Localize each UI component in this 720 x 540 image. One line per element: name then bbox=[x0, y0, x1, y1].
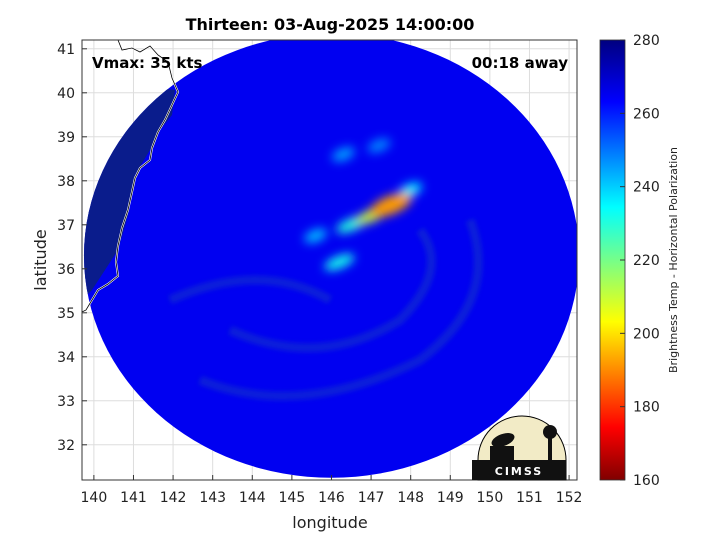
colorbar-label: Brightness Temp - Horizontal Polarizatio… bbox=[667, 147, 680, 373]
y-axis-ticks: 32 33 34 35 36 37 38 39 40 41 bbox=[57, 42, 87, 454]
logo-text: CIMSS bbox=[495, 465, 543, 478]
chart-title: Thirteen: 03-Aug-2025 14:00:00 bbox=[186, 15, 475, 34]
rainband-spiral bbox=[168, 218, 483, 401]
cold-cloud-features bbox=[304, 138, 423, 271]
x-tick-label: 140 bbox=[81, 490, 108, 506]
colorbar-tick-label: 200 bbox=[633, 326, 660, 342]
logo-satellite-dish bbox=[491, 433, 515, 447]
y-tick-label: 36 bbox=[57, 262, 75, 278]
x-tick-label: 146 bbox=[318, 490, 345, 506]
colorbar: 160 180 200 220 240 260 280 Brightness Temp - … bbox=[599, 33, 680, 489]
y-tick-label: 34 bbox=[57, 350, 75, 366]
y-tick-label: 33 bbox=[57, 394, 75, 410]
logo-water-tower bbox=[543, 425, 557, 439]
y-tick-label: 37 bbox=[57, 218, 75, 234]
coastline-outline bbox=[81, 39, 179, 313]
x-axis-ticks: 140 141 142 143 144 145 146 147 148 149 150 151 152 bbox=[81, 475, 583, 506]
cimss-logo: CIMSS bbox=[472, 415, 567, 481]
cloud-feature bbox=[399, 182, 423, 197]
colorbar-tick-label: 180 bbox=[633, 400, 660, 416]
colorbar-tick-label: 160 bbox=[633, 473, 660, 489]
swath-layer bbox=[83, 40, 577, 478]
colorbar-ticks: 160 180 200 220 240 260 280 bbox=[620, 33, 660, 489]
x-tick-label: 144 bbox=[239, 490, 266, 506]
y-tick-label: 40 bbox=[57, 86, 75, 102]
x-tick-label: 147 bbox=[358, 490, 385, 506]
logo-building bbox=[490, 446, 514, 460]
logo-tower-stem bbox=[548, 438, 552, 460]
x-axis-label: longitude bbox=[292, 513, 367, 532]
plot-frame bbox=[81, 39, 578, 481]
x-tick-label: 142 bbox=[160, 490, 187, 506]
colorbar-tick-label: 260 bbox=[633, 106, 660, 122]
x-tick-label: 141 bbox=[120, 490, 147, 506]
cloud-feature bbox=[304, 228, 327, 243]
y-tick-label: 39 bbox=[57, 130, 75, 146]
cloud-feature bbox=[367, 138, 391, 153]
x-tick-label: 151 bbox=[516, 490, 543, 506]
x-tick-label: 143 bbox=[199, 490, 226, 506]
plot-area: 140 141 142 143 144 145 146 147 148 149 150 151 152 … bbox=[57, 39, 583, 506]
y-tick-label: 38 bbox=[57, 174, 75, 190]
x-tick-label: 152 bbox=[556, 490, 583, 506]
colorbar-tick-label: 220 bbox=[633, 253, 660, 269]
time-away-annotation: 00:18 away bbox=[472, 54, 569, 72]
y-tick-label: 35 bbox=[57, 306, 75, 322]
x-tick-label: 150 bbox=[477, 490, 504, 506]
logo-banner bbox=[472, 460, 566, 480]
vmax-annotation: Vmax: 35 kts bbox=[92, 54, 202, 72]
cloud-feature bbox=[370, 193, 412, 217]
x-tick-label: 148 bbox=[397, 490, 424, 506]
y-tick-label: 41 bbox=[57, 42, 75, 58]
colorbar-tick-label: 240 bbox=[633, 180, 660, 196]
microwave-swath bbox=[84, 40, 577, 478]
colorbar-tick-label: 280 bbox=[633, 33, 660, 49]
y-axis-label: latitude bbox=[31, 229, 50, 290]
x-tick-label: 145 bbox=[279, 490, 306, 506]
x-tick-label: 149 bbox=[437, 490, 464, 506]
cloud-feature bbox=[332, 147, 355, 162]
y-tick-label: 32 bbox=[57, 438, 75, 454]
cloud-feature bbox=[324, 254, 355, 271]
